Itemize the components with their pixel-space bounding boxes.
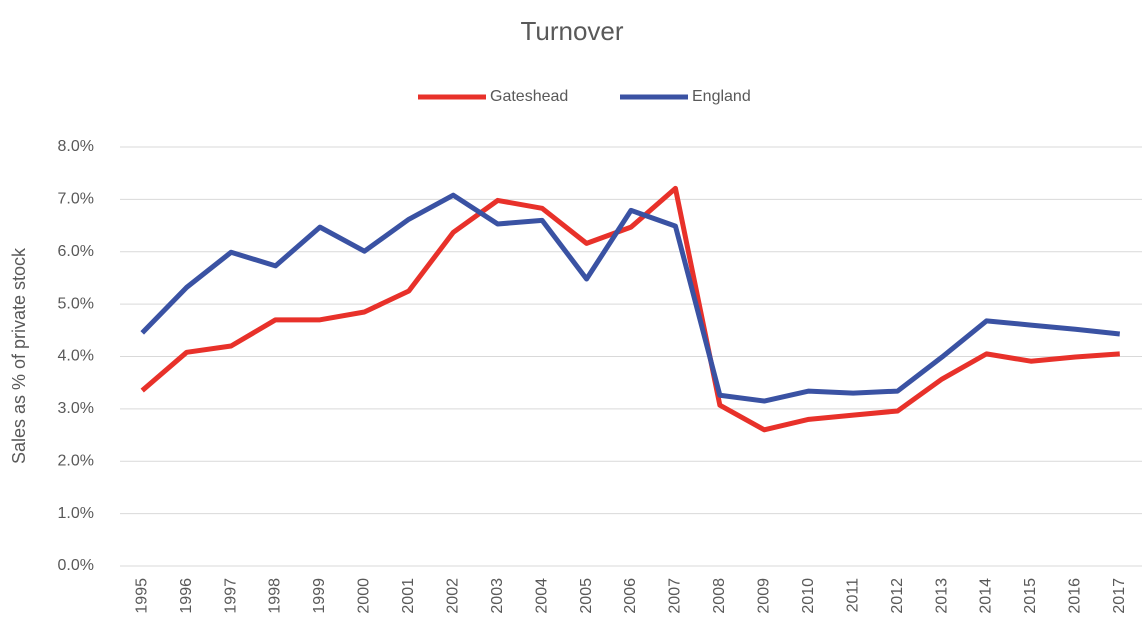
x-tick-label: 2017 bbox=[1111, 578, 1128, 614]
y-tick-label: 1.0% bbox=[58, 505, 94, 522]
x-tick-label: 2014 bbox=[978, 578, 995, 614]
x-tick-label: 2001 bbox=[400, 578, 417, 614]
x-tick-label: 2007 bbox=[667, 578, 684, 614]
x-tick-label: 1997 bbox=[222, 578, 239, 614]
x-tick-label: 1999 bbox=[311, 578, 328, 614]
x-tick-label: 2003 bbox=[489, 578, 506, 614]
series-line bbox=[140, 185, 1120, 433]
y-tick-label: 5.0% bbox=[58, 295, 94, 312]
x-tick-label: 2010 bbox=[800, 578, 817, 614]
y-tick-label: 3.0% bbox=[58, 400, 94, 417]
chart-title: Turnover bbox=[520, 16, 623, 46]
x-tick-label: 2005 bbox=[578, 578, 595, 614]
x-tick-label: 2012 bbox=[889, 578, 906, 614]
x-tick-label: 2015 bbox=[1022, 578, 1039, 614]
y-tick-label: 7.0% bbox=[58, 191, 94, 208]
series-line bbox=[140, 192, 1121, 404]
x-tick-label: 2016 bbox=[1067, 578, 1084, 614]
y-tick-label: 8.0% bbox=[58, 138, 94, 155]
x-tick-label: 1996 bbox=[178, 578, 195, 614]
x-tick-label: 2000 bbox=[356, 578, 373, 614]
x-tick-label: 1995 bbox=[133, 578, 150, 614]
y-tick-label: 4.0% bbox=[58, 348, 94, 365]
legend-label: Gateshead bbox=[490, 88, 568, 105]
x-tick-label: 1998 bbox=[267, 578, 284, 614]
x-tick-label: 2006 bbox=[622, 578, 639, 614]
x-tick-label: 2008 bbox=[711, 578, 728, 614]
y-axis-label: Sales as % of private stock bbox=[9, 247, 29, 464]
y-tick-label: 6.0% bbox=[58, 243, 94, 260]
x-tick-label: 2004 bbox=[533, 578, 550, 614]
y-tick-label: 0.0% bbox=[58, 557, 94, 574]
legend-label: England bbox=[692, 88, 751, 105]
x-tick-label: 2009 bbox=[756, 578, 773, 614]
x-tick-label: 2013 bbox=[933, 578, 950, 614]
y-tick-label: 2.0% bbox=[58, 452, 94, 469]
x-tick-label: 2011 bbox=[844, 578, 861, 613]
x-tick-label: 2002 bbox=[444, 578, 461, 614]
